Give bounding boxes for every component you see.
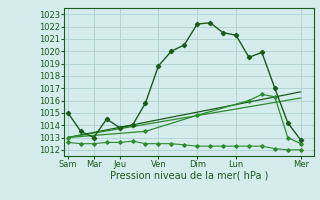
X-axis label: Pression niveau de la mer( hPa ): Pression niveau de la mer( hPa ) xyxy=(110,171,268,181)
